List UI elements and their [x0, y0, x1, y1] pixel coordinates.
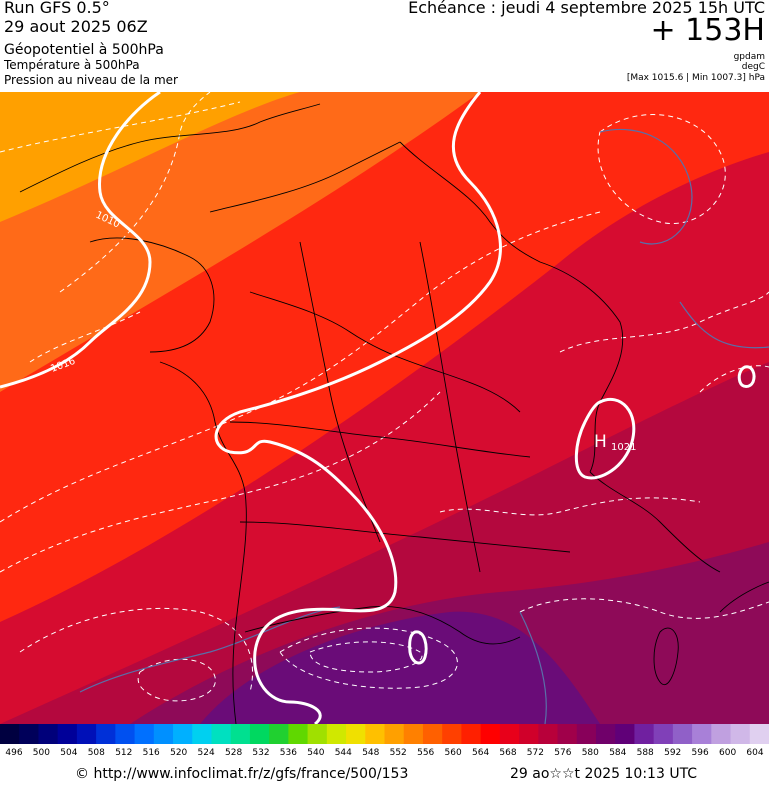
colorbar: [0, 724, 769, 744]
colorbar-tick-label: 600: [719, 748, 737, 758]
footer-generated-time: 29 ao☆☆t 2025 10:13 UTC: [510, 766, 698, 782]
colorbar-tick-label: 592: [664, 748, 682, 758]
colorbar-swatch: [0, 724, 20, 744]
run-date: 29 aout 2025 06Z: [4, 17, 148, 36]
unit-gpdam: gpdam: [733, 52, 765, 62]
colorbar-tick-label: 532: [252, 748, 270, 758]
colorbar-tick-label: 516: [142, 748, 160, 758]
param-pressure: Pression au niveau de la mer: [4, 73, 178, 87]
header: Run GFS 0.5° 29 aout 2025 06Z Géopotenti…: [0, 0, 769, 92]
colorbar-swatch: [230, 724, 251, 744]
colorbar-swatch: [211, 724, 232, 744]
colorbar-swatch: [499, 724, 520, 744]
colorbar-swatch: [249, 724, 270, 744]
colorbar-swatch: [365, 724, 386, 744]
colorbar-swatch: [384, 724, 405, 744]
colorbar-tick-label: 548: [362, 748, 380, 758]
colorbar-swatch: [557, 724, 578, 744]
colorbar-swatch: [711, 724, 732, 744]
geopotential-fill: [0, 92, 769, 724]
unit-pressure-range: [Max 1015.6 | Min 1007.3] hPa: [626, 73, 765, 83]
footer-source-url: © http://www.infoclimat.fr/z/gfs/france/…: [75, 766, 409, 782]
colorbar-swatch: [153, 724, 174, 744]
colorbar-tick-label: 536: [279, 748, 297, 758]
colorbar-swatch: [749, 724, 769, 744]
colorbar-swatch: [19, 724, 39, 744]
colorbar-tick-label: 560: [444, 748, 462, 758]
colorbar-swatch: [538, 724, 559, 744]
run-title: Run GFS 0.5°: [4, 0, 110, 17]
colorbar-swatch: [519, 724, 539, 744]
isobar-lines: [0, 92, 756, 724]
colorbar-tick-label: 528: [225, 748, 243, 758]
colorbar-swatch: [307, 724, 328, 744]
colorbar-swatch: [288, 724, 309, 744]
colorbar-tick-label: 588: [636, 748, 654, 758]
colorbar-swatch: [461, 724, 482, 744]
colorbar-swatch: [442, 724, 462, 744]
colorbar-tick-label: 496: [5, 748, 23, 758]
colorbar-tick-label: 520: [170, 748, 188, 758]
colorbar-swatch: [634, 724, 655, 744]
colorbar-tick-label: 552: [389, 748, 407, 758]
weather-map: 1010 1016 H 1021: [0, 92, 769, 724]
param-geopotential: Géopotentiel à 500hPa: [4, 42, 164, 58]
colorbar-swatch: [192, 724, 212, 744]
colorbar-swatch: [480, 724, 501, 744]
valid-time: Echéance : jeudi 4 septembre 2025 15h UT…: [408, 0, 765, 17]
coastlines-borders: [19, 103, 769, 724]
colorbar-swatch: [76, 724, 97, 744]
colorbar-tick-label: 540: [307, 748, 325, 758]
colorbar-tick-label: 596: [691, 748, 709, 758]
colorbar-swatch: [57, 724, 78, 744]
colorbar-swatch: [615, 724, 635, 744]
unit-degc: degC: [741, 62, 765, 72]
colorbar-swatch: [576, 724, 597, 744]
colorbar-tick-label: 508: [87, 748, 105, 758]
param-temperature: Température à 500hPa: [4, 58, 140, 72]
colorbar-swatch: [269, 724, 289, 744]
high-pressure-marker: H: [594, 432, 607, 452]
colorbar-tick-label: 584: [609, 748, 627, 758]
colorbar-tick-label: 604: [746, 748, 764, 758]
colorbar-tick-label: 580: [581, 748, 599, 758]
lead-time: + 153H: [650, 13, 766, 48]
colorbar-swatch: [346, 724, 366, 744]
colorbar-tick-label: 568: [499, 748, 517, 758]
colorbar-tick-label: 512: [115, 748, 133, 758]
colorbar-swatch: [595, 724, 616, 744]
colorbar-swatch: [422, 724, 443, 744]
colorbar-swatch: [38, 724, 59, 744]
colorbar-swatch: [653, 724, 674, 744]
colorbar-swatch: [115, 724, 136, 744]
colorbar-tick-label: 504: [60, 748, 78, 758]
colorbar-tick-label: 524: [197, 748, 215, 758]
colorbar-swatch: [692, 724, 712, 744]
colorbar-tick-label: 572: [526, 748, 544, 758]
colorbar-swatch: [403, 724, 424, 744]
colorbar-tick-label: 544: [334, 748, 352, 758]
colorbar-swatch: [96, 724, 116, 744]
colorbar-tick-label: 556: [417, 748, 435, 758]
colorbar-ticks: 496 500 504 508 512 516 520 524 528 532 536 540 544 5…: [0, 748, 769, 762]
colorbar-swatch: [173, 724, 193, 744]
colorbar-tick-label: 564: [472, 748, 490, 758]
colorbar-swatch: [730, 724, 751, 744]
geopotential-lines: [79, 128, 769, 724]
colorbar-tick-label: 500: [32, 748, 50, 758]
colorbar-swatch: [134, 724, 155, 744]
colorbar-swatch: [326, 724, 347, 744]
colorbar-swatch: [672, 724, 693, 744]
high-pressure-value: 1021: [611, 442, 636, 453]
colorbar-tick-label: 576: [554, 748, 572, 758]
